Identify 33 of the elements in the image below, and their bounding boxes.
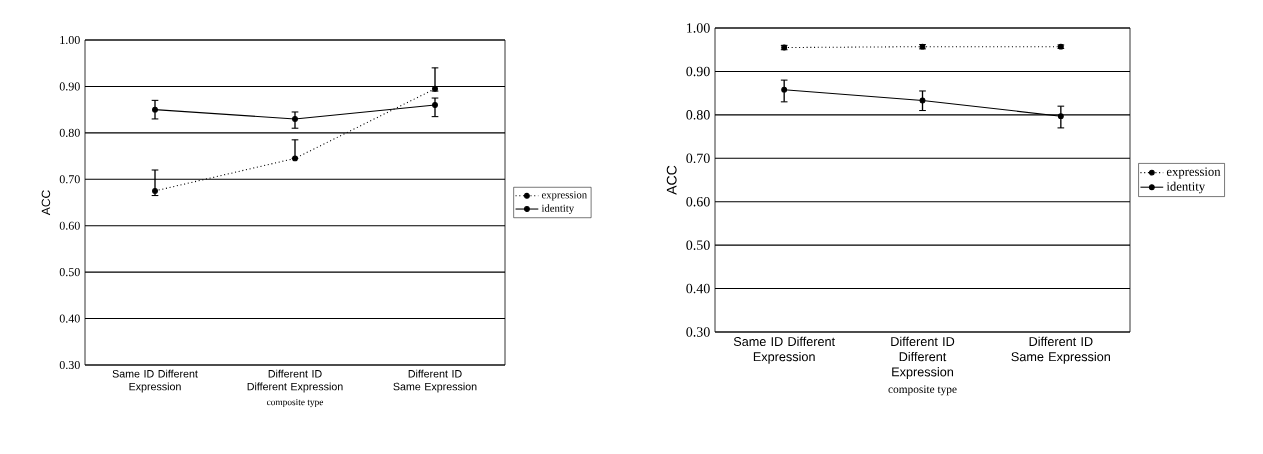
x-tick-label: Different ID Different Expression bbox=[891, 336, 955, 379]
y-tick-label: 0.50 bbox=[59, 268, 80, 277]
y-tick-label: 0.40 bbox=[686, 283, 710, 294]
point bbox=[1057, 113, 1064, 120]
y-tick-label: 1.00 bbox=[60, 35, 80, 45]
x-tick-label: Different ID Same Expression bbox=[393, 369, 477, 393]
legend-label: expression bbox=[541, 191, 587, 201]
y-tick-label: 0.80 bbox=[686, 110, 710, 120]
x-tick-label: Different ID Same Expression bbox=[1011, 336, 1110, 364]
point bbox=[919, 97, 926, 104]
x-axis-title: composite type bbox=[266, 398, 324, 408]
legend-label: identity bbox=[1166, 181, 1206, 194]
y-tick-label: 0.70 bbox=[686, 153, 710, 164]
y-tick-label: 0.80 bbox=[59, 128, 80, 137]
y-tick-label: 0.90 bbox=[686, 66, 710, 77]
x-axis-title: composite type bbox=[888, 385, 957, 396]
y-tick-label: 0.30 bbox=[59, 360, 80, 370]
y-tick-label: 0.90 bbox=[59, 82, 80, 91]
y-tick-label: 0.60 bbox=[59, 221, 80, 230]
x-tick-label: Same ID Different Expression bbox=[112, 369, 198, 393]
y-tick-label: 0.70 bbox=[59, 175, 80, 184]
y-tick-label: 0.50 bbox=[686, 240, 710, 250]
y-tick-label: 0.60 bbox=[686, 196, 710, 207]
point bbox=[781, 86, 788, 93]
y-tick-label: 1.00 bbox=[687, 23, 710, 33]
legend-label: identity bbox=[541, 204, 575, 215]
y-axis-title: ACC bbox=[666, 165, 677, 195]
legend-label: expression bbox=[1166, 167, 1221, 179]
y-tick-label: 0.30 bbox=[686, 327, 710, 337]
y-tick-label: 0.40 bbox=[59, 314, 80, 323]
x-tick-label: Different ID Different Expression bbox=[247, 369, 343, 393]
y-axis-title: ACC bbox=[41, 190, 51, 216]
x-tick-label: Same ID Different Expression bbox=[733, 336, 835, 364]
